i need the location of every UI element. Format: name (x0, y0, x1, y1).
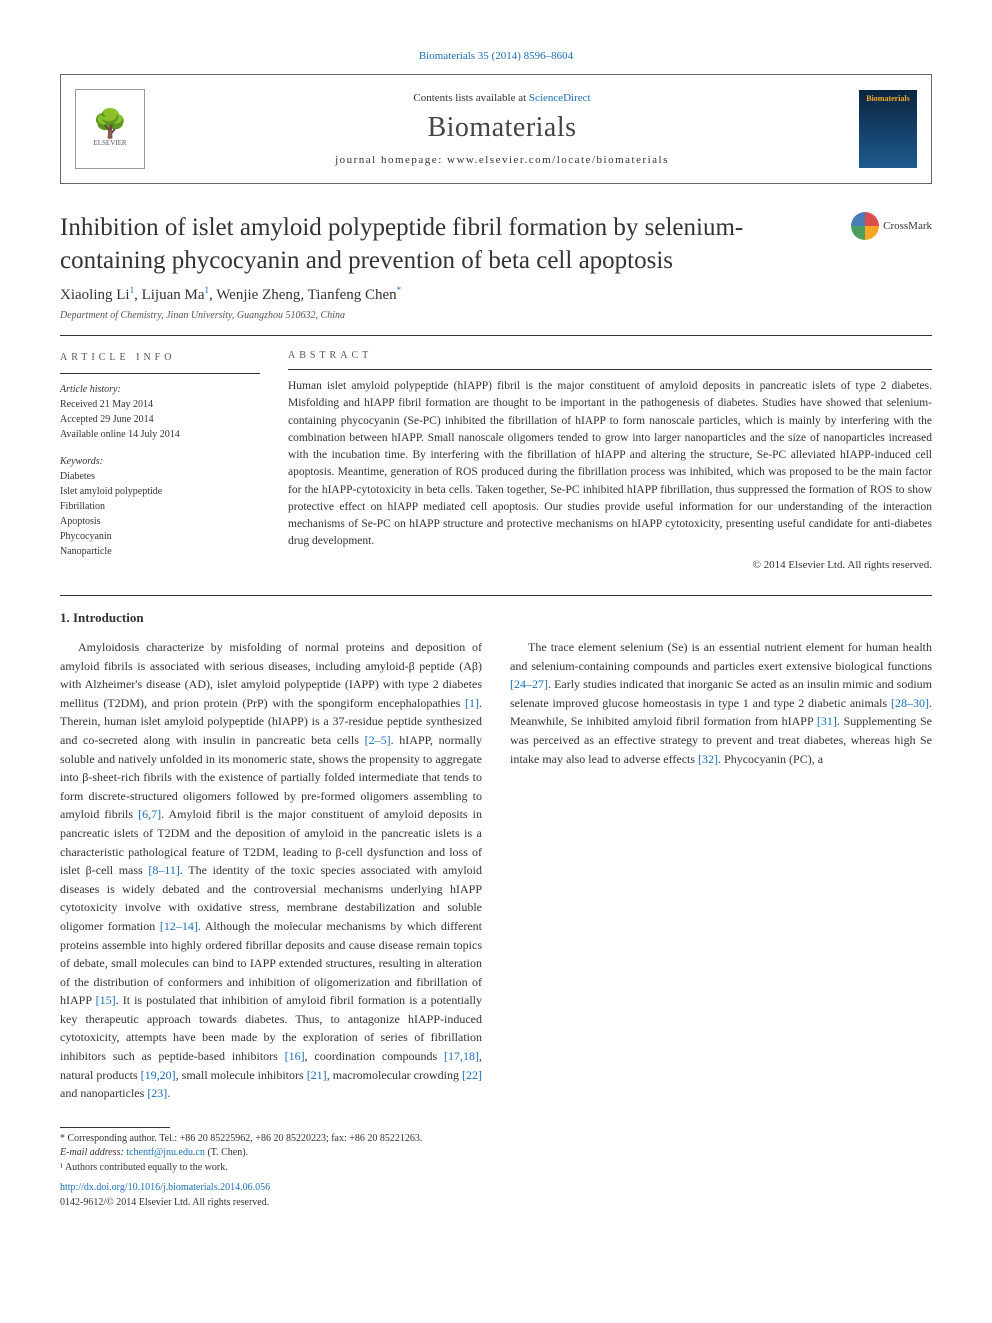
history-line: Received 21 May 2014 (60, 397, 260, 412)
body-text: . (167, 1086, 170, 1100)
article-title: Inhibition of islet amyloid polypeptide … (60, 212, 835, 277)
homepage-prefix: journal homepage: (335, 154, 447, 166)
contents-line: Contents lists available at ScienceDirec… (145, 92, 859, 104)
divider-mid (60, 595, 932, 596)
corresponding-author-note: * Corresponding author. Tel.: +86 20 852… (60, 1132, 932, 1147)
keyword: Nanoparticle (60, 544, 260, 559)
body-text: , small molecule inhibitors (176, 1068, 307, 1082)
journal-header-box: 🌳 ELSEVIER Contents lists available at S… (60, 74, 932, 184)
keywords-heading: Keywords: (60, 454, 260, 469)
equal-contribution-note: ¹ Authors contributed equally to the wor… (60, 1161, 932, 1176)
corresponding-sup: * (397, 285, 402, 295)
journal-homepage: journal homepage: www.elsevier.com/locat… (145, 154, 859, 166)
body-two-column: Amyloidosis characterize by misfolding o… (60, 638, 932, 1103)
divider-info (60, 373, 260, 374)
intro-para-2: The trace element selenium (Se) is an es… (510, 638, 932, 768)
citation-link[interactable]: [6,7] (138, 807, 161, 821)
citation-header[interactable]: Biomaterials 35 (2014) 8596–8604 (60, 50, 932, 62)
crossmark-icon (851, 212, 879, 240)
keywords-block: Keywords: Diabetes Islet amyloid polypep… (60, 454, 260, 559)
author-1: Xiaoling Li (60, 287, 130, 303)
article-footer: * Corresponding author. Tel.: +86 20 852… (60, 1121, 932, 1211)
citation-link[interactable]: [16] (285, 1049, 305, 1063)
article-info-sidebar: ARTICLE INFO Article history: Received 2… (60, 350, 260, 571)
email-link[interactable]: tchentf@jnu.edu.cn (126, 1147, 205, 1158)
contents-prefix: Contents lists available at (413, 92, 528, 104)
body-text: , coordination compounds (305, 1049, 444, 1063)
citation-link[interactable]: [19,20] (141, 1068, 176, 1082)
keyword: Diabetes (60, 469, 260, 484)
citation-link[interactable]: [15] (96, 993, 116, 1007)
email-suffix: (T. Chen). (205, 1147, 248, 1158)
divider-abstract (288, 369, 932, 370)
keyword: Apoptosis (60, 514, 260, 529)
publisher-name: ELSEVIER (93, 139, 126, 147)
body-text: . Early studies indicated that inorganic… (510, 677, 932, 710)
citation-link[interactable]: [1] (465, 696, 479, 710)
citation-link[interactable]: [17,18] (444, 1049, 479, 1063)
elsevier-tree-icon: 🌳 (93, 111, 128, 139)
citation-link[interactable]: [24–27] (510, 677, 548, 691)
citation-link[interactable]: [32] (698, 752, 718, 766)
authors-line: Xiaoling Li1, Lijuan Ma1, Wenjie Zheng, … (60, 285, 932, 304)
body-text: The trace element selenium (Se) is an es… (510, 640, 932, 673)
citation-link[interactable]: [28–30] (891, 696, 929, 710)
body-text: Amyloidosis characterize by misfolding o… (60, 640, 482, 710)
crossmark-badge[interactable]: CrossMark (851, 212, 932, 240)
citation-link[interactable]: [8–11] (148, 863, 180, 877)
footnote-separator (60, 1127, 170, 1128)
article-info-label: ARTICLE INFO (60, 350, 260, 365)
citation-link[interactable]: [2–5] (365, 733, 391, 747)
doi-link[interactable]: http://dx.doi.org/10.1016/j.biomaterials… (60, 1181, 932, 1196)
keyword: Phycocyanin (60, 529, 260, 544)
crossmark-label: CrossMark (883, 220, 932, 232)
introduction-heading: 1. Introduction (60, 610, 932, 626)
citation-link[interactable]: [23] (147, 1086, 167, 1100)
issn-copyright: 0142-9612/© 2014 Elsevier Ltd. All right… (60, 1196, 932, 1211)
abstract-block: ABSTRACT Human islet amyloid polypeptide… (288, 350, 932, 571)
elsevier-logo: 🌳 ELSEVIER (75, 89, 145, 169)
journal-name: Biomaterials (145, 112, 859, 144)
history-heading: Article history: (60, 382, 260, 397)
email-label: E-mail address: (60, 1147, 126, 1158)
intro-para-1: Amyloidosis characterize by misfolding o… (60, 638, 482, 1103)
history-line: Accepted 29 June 2014 (60, 412, 260, 427)
cover-title: Biomaterials (866, 94, 910, 103)
keyword: Fibrillation (60, 499, 260, 514)
abstract-copyright: © 2014 Elsevier Ltd. All rights reserved… (288, 559, 932, 571)
body-text: and nanoparticles (60, 1086, 147, 1100)
citation-link[interactable]: [12–14] (160, 919, 198, 933)
author-rest: , Wenjie Zheng, Tianfeng Chen (209, 287, 397, 303)
citation-link[interactable]: [31] (817, 714, 837, 728)
abstract-text: Human islet amyloid polypeptide (hIAPP) … (288, 378, 932, 551)
homepage-url[interactable]: www.elsevier.com/locate/biomaterials (447, 154, 669, 166)
article-history-block: Article history: Received 21 May 2014 Ac… (60, 382, 260, 442)
journal-center: Contents lists available at ScienceDirec… (145, 92, 859, 166)
sciencedirect-link[interactable]: ScienceDirect (529, 92, 591, 104)
author-2: , Lijuan Ma (134, 287, 204, 303)
history-line: Available online 14 July 2014 (60, 427, 260, 442)
body-text: , macromolecular crowding (327, 1068, 462, 1082)
citation-link[interactable]: [22] (462, 1068, 482, 1082)
affiliation: Department of Chemistry, Jinan Universit… (60, 310, 932, 321)
divider-top (60, 335, 932, 336)
body-text: . Phycocyanin (PC), a (718, 752, 823, 766)
keyword: Islet amyloid polypeptide (60, 484, 260, 499)
abstract-label: ABSTRACT (288, 350, 932, 361)
journal-cover-thumbnail: Biomaterials (859, 90, 917, 168)
email-line: E-mail address: tchentf@jnu.edu.cn (T. C… (60, 1146, 932, 1161)
citation-link[interactable]: [21] (307, 1068, 327, 1082)
